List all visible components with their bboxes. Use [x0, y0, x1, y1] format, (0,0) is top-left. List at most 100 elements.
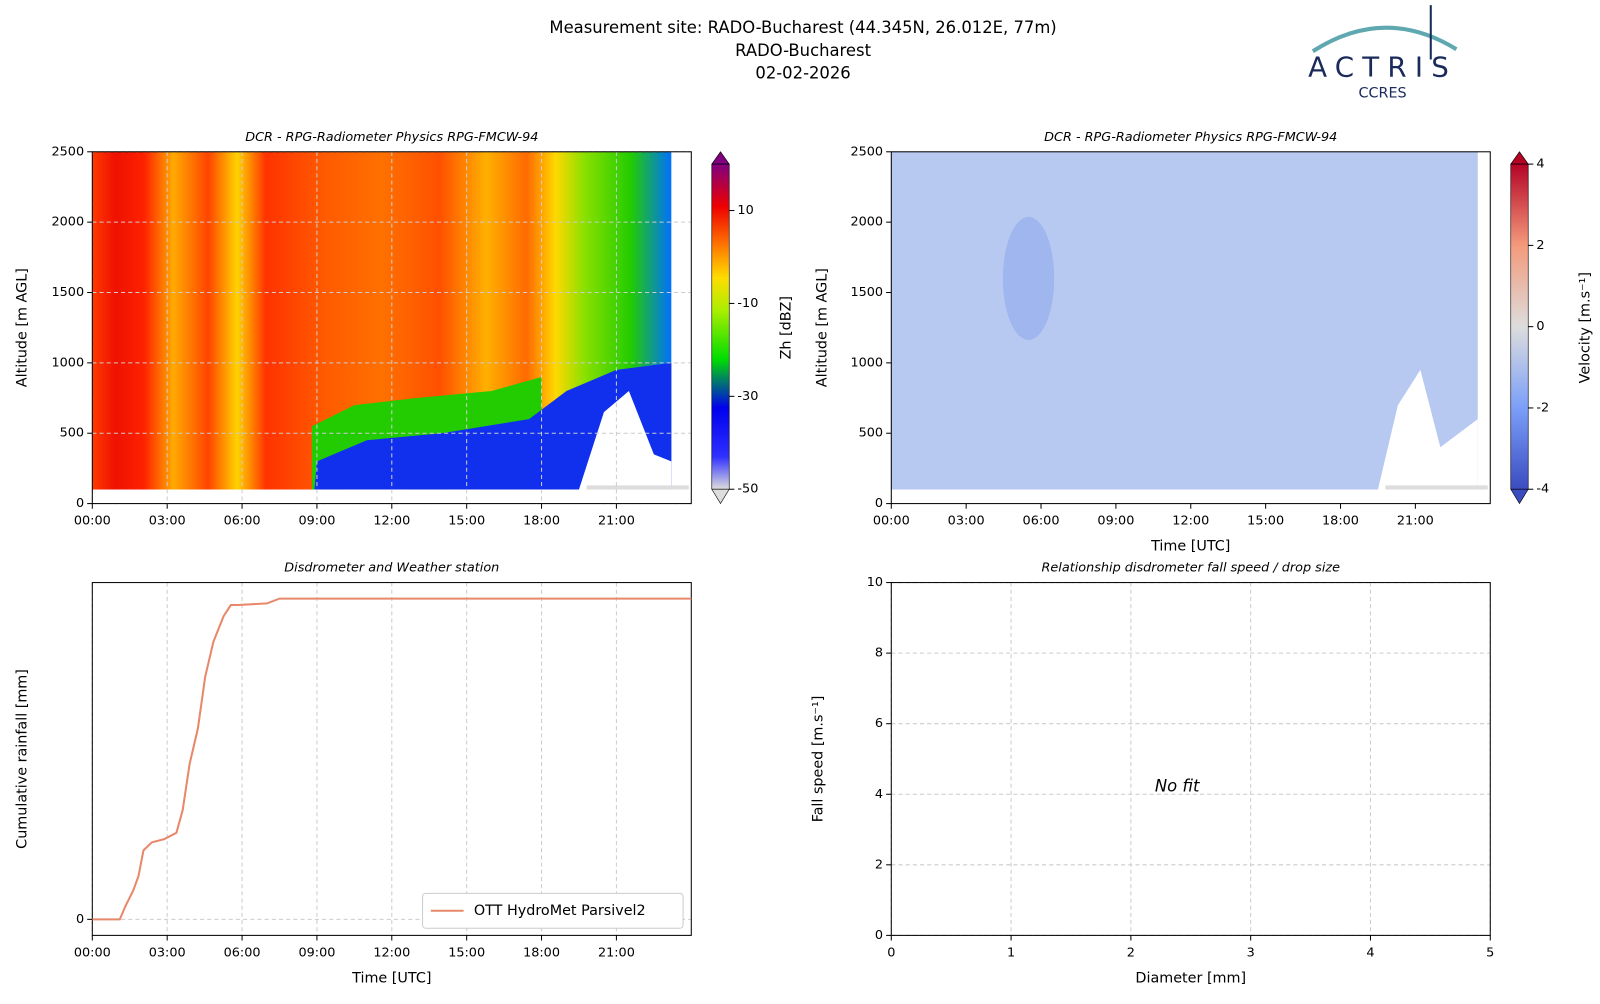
y-tick-label: 500 [60, 426, 84, 441]
y-tick-label: 0 [76, 496, 84, 511]
legend-label: OTT HydroMet Parsivel2 [474, 903, 646, 919]
x-tick-label: 5 [1486, 945, 1494, 960]
x-tick-label: 18:00 [523, 514, 560, 529]
x-axis-label: Diameter [mm] [1135, 970, 1246, 986]
panel: DCR - RPG-Radiometer Physics RPG-FMCW-94… [815, 130, 1594, 555]
x-tick-label: 00:00 [873, 514, 910, 529]
y-axis-label: Altitude [m AGL] [815, 268, 831, 387]
panel-title: DCR - RPG-Radiometer Physics RPG-FMCW-94 [1044, 130, 1337, 145]
y-tick-label: 8 [875, 646, 883, 661]
colorbar-tick-label: 0 [1536, 319, 1544, 334]
y-tick-label: 6 [875, 716, 883, 731]
x-tick-label: 21:00 [598, 514, 635, 529]
x-tick-label: 15:00 [448, 945, 485, 960]
logo-arc [1311, 25, 1458, 54]
colorbar-tick-label: 2 [1536, 238, 1544, 253]
x-tick-label: 09:00 [298, 945, 335, 960]
colorbar-label: Zh [dBZ] [779, 296, 795, 359]
y-tick-label: 1500 [850, 285, 883, 300]
y-tick-label: 4 [875, 787, 883, 802]
panel: DCR - RPG-Radiometer Physics RPG-FMCW-94… [15, 130, 795, 529]
x-tick-label: 15:00 [448, 514, 485, 529]
x-tick-label: 15:00 [1247, 514, 1284, 529]
x-tick-label: 2 [1127, 945, 1135, 960]
heatmap-image [586, 485, 689, 490]
x-tick-label: 12:00 [1172, 514, 1209, 529]
y-tick-label: 2000 [850, 215, 883, 230]
colorbar-extend [711, 488, 730, 505]
y-tick-label: 1500 [51, 285, 84, 300]
colorbar-tick-label: -10 [737, 296, 758, 311]
x-tick-label: 03:00 [149, 945, 186, 960]
x-tick-label: 00:00 [74, 945, 111, 960]
panel-title: Relationship disdrometer fall speed / dr… [1042, 561, 1341, 576]
figure-title: Measurement site: RADO-Bucharest (44.345… [549, 18, 1056, 37]
x-tick-label: 1 [1007, 945, 1015, 960]
axes-frame [890, 151, 1491, 505]
x-tick-label: 09:00 [298, 514, 335, 529]
axes-frame [890, 582, 1491, 936]
colorbar-label: Velocity [m.s⁻¹] [1578, 272, 1594, 383]
y-tick-label: 0 [76, 912, 84, 927]
colorbar-tick-label: -4 [1536, 482, 1549, 497]
x-tick-label: 12:00 [373, 514, 410, 529]
colorbar-extend [1510, 488, 1529, 505]
heatmap-image [891, 151, 1478, 490]
panel: Disdrometer and Weather station 00:00 03:0… [15, 561, 692, 986]
colorbar-tick-label: -50 [737, 482, 758, 497]
colorbar-frame [711, 163, 730, 490]
heatmap-image [578, 391, 672, 490]
y-axis-label: Altitude [m AGL] [15, 268, 31, 387]
axes-frame [91, 582, 692, 936]
y-tick-label: 500 [859, 426, 883, 441]
logo-text: ACTRIS [1308, 51, 1457, 84]
panel-title: Disdrometer and Weather station [284, 561, 499, 576]
colorbar [1510, 164, 1529, 490]
x-tick-label: 12:00 [373, 945, 410, 960]
colorbar-tick-label: 4 [1536, 157, 1544, 172]
x-tick-label: 00:00 [74, 514, 111, 529]
x-axis-label: Time [UTC] [351, 970, 431, 986]
heatmap-image [1385, 485, 1488, 490]
heatmap-image [1377, 369, 1478, 490]
figure-subtitle: RADO-Bucharest [735, 41, 871, 60]
y-tick-label: 0 [875, 928, 883, 943]
x-axis-label: Time [UTC] [1150, 539, 1230, 555]
x-tick-label: 21:00 [598, 945, 635, 960]
y-tick-label: 1000 [850, 355, 883, 370]
x-tick-label: 18:00 [1322, 514, 1359, 529]
y-tick-label: 0 [875, 496, 883, 511]
x-tick-label: 21:00 [1397, 514, 1434, 529]
y-tick-label: 10 [867, 575, 883, 590]
colorbar-tick-label: 10 [737, 203, 753, 218]
y-tick-label: 2 [875, 857, 883, 872]
x-tick-label: 3 [1247, 945, 1255, 960]
x-tick-label: 06:00 [224, 514, 261, 529]
x-tick-label: 06:00 [224, 945, 261, 960]
heatmap-image [314, 362, 672, 490]
x-tick-label: 09:00 [1097, 514, 1134, 529]
y-tick-label: 2500 [51, 144, 84, 159]
colorbar-tick-label: -30 [737, 389, 758, 404]
annotation: No fit [1155, 777, 1200, 796]
colorbar-extend [1510, 151, 1529, 165]
logo-subtext: CCRES [1358, 85, 1406, 101]
x-tick-label: 18:00 [523, 945, 560, 960]
heatmap-image [1002, 216, 1055, 340]
y-axis-label: Cumulative rainfall [mm] [15, 669, 31, 849]
panel: Relationship disdrometer fall speed / dr… [810, 561, 1494, 987]
legend-box [422, 892, 684, 929]
colorbar [711, 164, 730, 490]
y-axis-label: Fall speed [m.s⁻¹] [810, 696, 826, 823]
y-tick-label: 1000 [51, 355, 84, 370]
panel-title: DCR - RPG-Radiometer Physics RPG-FMCW-94 [245, 130, 538, 145]
x-tick-label: 03:00 [149, 514, 186, 529]
colorbar-extend [711, 151, 730, 165]
figure-date: 02-02-2026 [755, 63, 850, 82]
line-series [92, 597, 692, 921]
y-tick-label: 2500 [850, 144, 883, 159]
colorbar-tick-label: -2 [1536, 400, 1549, 415]
x-tick-label: 06:00 [1023, 514, 1060, 529]
logo: ACTRIS CCRES [1308, 5, 1458, 101]
